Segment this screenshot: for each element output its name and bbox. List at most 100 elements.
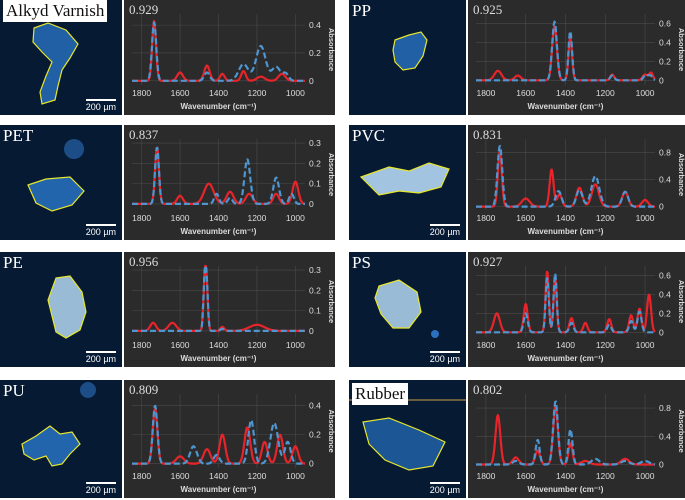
x-axis-label: Wavenumber (cm⁻¹): [528, 354, 604, 363]
x-tick-label: 1800: [476, 340, 495, 350]
reference-spectrum-line: [475, 272, 656, 334]
reference-spectrum-line: [131, 404, 306, 465]
scale-bar: 200 µm: [429, 482, 460, 495]
chart-svg: 1800 1600 1400 1200 1000 0 0.4 0.8 Wavenumber (c…: [475, 139, 685, 236]
y-axis-label: Absorbance: [677, 409, 685, 452]
sample-spectrum-line: [131, 146, 306, 205]
particle-outline: [27, 139, 85, 212]
x-tick-label: 1600: [171, 88, 190, 98]
x-tick-label: 1400: [556, 471, 575, 481]
material-label: Alkyd Varnish: [3, 0, 108, 22]
scale-bar: 200 µm: [429, 224, 460, 237]
particle-outline: [359, 162, 450, 196]
scale-bar: 200 µm: [85, 99, 116, 112]
particle-image: PS 200 µm: [349, 252, 466, 367]
y-tick-label: 0.8: [659, 403, 671, 413]
material-label: PE: [3, 253, 23, 272]
spectrum-chart: 1800 1600 1400 1200 1000 0 0.4 0.8 Wavenumber (c…: [468, 125, 685, 240]
y-tick-label: 0: [659, 327, 664, 337]
y-axis-label: Absorbance: [327, 280, 335, 323]
y-tick-label: 0.2: [659, 308, 671, 318]
x-tick-label: 1200: [596, 340, 615, 350]
x-tick-label: 1400: [556, 88, 575, 98]
x-tick-label: 1400: [209, 471, 228, 481]
x-tick-label: 1800: [132, 471, 151, 481]
x-tick-label: 1400: [556, 213, 575, 223]
y-tick-label: 0.2: [309, 48, 321, 58]
y-tick-label: 0.4: [659, 175, 671, 185]
x-tick-label: 1400: [209, 213, 228, 223]
chart-svg: 1800 1600 1400 1200 1000 0 0.1 0.2 0.3 Wavenumber…: [131, 138, 335, 236]
scale-bar: 200 µm: [85, 482, 116, 495]
particle-outline: [32, 22, 79, 105]
y-tick-label: 0.2: [309, 430, 321, 440]
x-tick-label: 1600: [171, 213, 190, 223]
y-tick-label: 0.4: [309, 401, 321, 411]
y-tick-label: 0.8: [659, 148, 671, 158]
x-tick-label: 1800: [476, 471, 495, 481]
y-axis-label: Absorbance: [327, 153, 335, 196]
x-tick-label: 1000: [636, 88, 655, 98]
y-tick-label: 0.4: [659, 431, 671, 441]
y-tick-label: 0.2: [309, 285, 321, 295]
x-tick-label: 1000: [286, 340, 305, 350]
y-tick-label: 0.4: [659, 289, 671, 299]
material-label: PU: [3, 381, 25, 400]
match-score: 0.925: [473, 2, 503, 17]
particle-image: Rubber 200 µm: [349, 380, 466, 498]
y-tick-label: 0: [309, 459, 314, 469]
y-tick-label: 0.3: [309, 138, 321, 148]
chart-svg: 1800 1600 1400 1200 1000 0 0.2 0.4 Wavenumber (c…: [131, 394, 335, 494]
particle-outline: [21, 382, 96, 467]
particle-image: PVC 200 µm: [349, 125, 466, 240]
y-tick-label: 0.6: [659, 18, 671, 28]
x-tick-label: 1600: [516, 213, 535, 223]
y-tick-label: 0.4: [659, 37, 671, 47]
y-axis-label: Absorbance: [677, 280, 685, 323]
y-tick-label: 0: [659, 459, 664, 469]
x-tick-label: 1000: [286, 471, 305, 481]
particle-outline: [374, 279, 439, 338]
y-tick-label: 0.2: [309, 158, 321, 168]
x-tick-label: 1800: [132, 88, 151, 98]
particle-image: PP: [349, 0, 466, 115]
x-axis-label: Wavenumber (cm⁻¹): [181, 102, 257, 111]
y-tick-label: 0: [659, 202, 664, 212]
material-label: PP: [352, 1, 371, 20]
x-tick-label: 1200: [596, 471, 615, 481]
material-label: PVC: [352, 126, 386, 145]
particle-image: Alkyd Varnish 200 µm: [0, 0, 122, 115]
x-tick-label: 1200: [247, 340, 266, 350]
x-tick-label: 1800: [476, 213, 495, 223]
y-tick-label: 0.2: [659, 56, 671, 66]
x-tick-label: 1400: [209, 88, 228, 98]
x-tick-label: 1000: [286, 88, 305, 98]
material-label: Rubber: [352, 383, 409, 405]
y-tick-label: 0: [659, 75, 664, 85]
x-axis-label: Wavenumber (cm⁻¹): [528, 485, 604, 494]
material-label: PS: [352, 253, 371, 272]
x-axis-label: Wavenumber (cm⁻¹): [528, 227, 604, 236]
x-tick-label: 1000: [636, 213, 655, 223]
y-tick-label: 0: [309, 76, 314, 86]
y-axis-label: Absorbance: [327, 409, 335, 452]
chart-svg: 1800 1600 1400 1200 1000 0 0.2 0.4 0.6 Wavenumber…: [475, 266, 685, 363]
x-tick-label: 1200: [596, 213, 615, 223]
particle-image: PET 200 µm: [0, 125, 122, 240]
scale-bar: 200 µm: [85, 351, 116, 364]
chart-svg: 1800 1600 1400 1200 1000 0 0.2 0.4 Wavenumber (c…: [131, 14, 335, 111]
match-score: 0.831: [473, 127, 503, 142]
y-axis-label: Absorbance: [677, 153, 685, 196]
y-tick-label: 0.1: [309, 306, 321, 316]
match-score: 0.837: [129, 127, 159, 142]
particle-outline: [47, 275, 87, 339]
x-tick-label: 1200: [247, 471, 266, 481]
spectrum-chart: 1800 1600 1400 1200 1000 0 0.2 0.4 Wavenumber (c…: [124, 380, 335, 498]
chart-svg: 1800 1600 1400 1200 1000 0 0.1 0.2 0.3 Wavenumber…: [131, 264, 335, 363]
x-axis-label: Wavenumber (cm⁻¹): [181, 227, 257, 236]
x-tick-label: 1000: [286, 213, 305, 223]
match-score: 0.927: [473, 254, 503, 269]
y-tick-label: 0.4: [309, 20, 321, 30]
spectrum-chart: 1800 1600 1400 1200 1000 0 0.2 0.4 0.6 Wavenumber…: [468, 0, 685, 115]
reference-spectrum-line: [475, 20, 656, 82]
